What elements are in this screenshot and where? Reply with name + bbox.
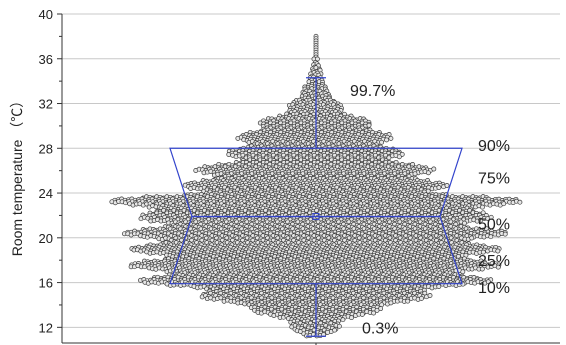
data-point [501,201,507,207]
scatter-points [109,33,523,339]
data-point [444,183,450,188]
data-point [431,166,437,172]
data-point [425,170,431,176]
data-point [436,185,442,190]
data-point [396,154,402,160]
data-point [517,199,523,205]
data-point [366,122,372,128]
data-point [462,220,467,226]
data-point [379,139,385,145]
data-point [388,135,394,141]
data-point [412,171,418,177]
data-point [469,235,475,241]
data-point [384,137,390,143]
data-point [479,204,485,210]
data-point [488,234,494,240]
